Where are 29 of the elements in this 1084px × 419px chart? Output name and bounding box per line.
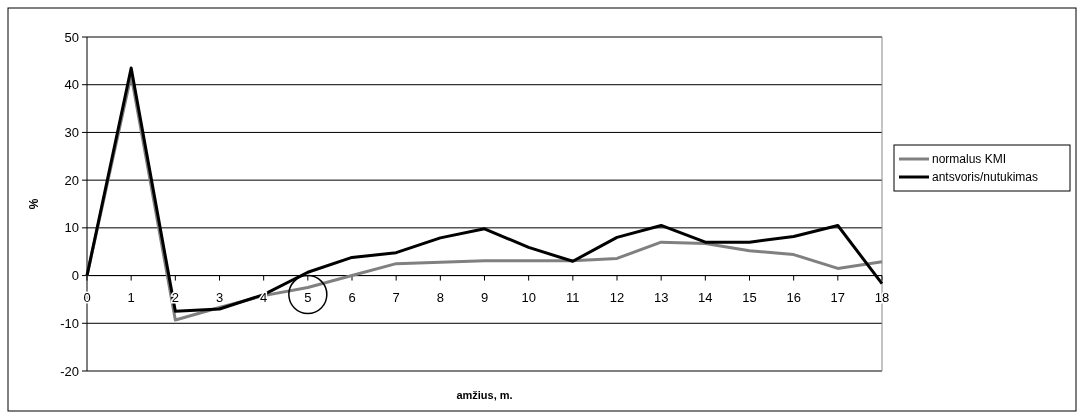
x-tick-label: 16 — [786, 289, 801, 305]
y-tick-label: 0 — [71, 268, 79, 284]
y-tick-label: 20 — [64, 172, 79, 188]
x-tick-label: 12 — [609, 289, 625, 305]
x-tick-label: 17 — [830, 289, 846, 305]
x-tick-label: 9 — [480, 289, 489, 305]
x-tick-label: 5 — [304, 289, 312, 305]
y-tick-label: 50 — [64, 29, 79, 45]
y-tick-label: 40 — [64, 77, 79, 93]
legend-label: antsvoris/nutukimas — [932, 170, 1039, 185]
y-tick-label: -10 — [60, 315, 79, 331]
y-tick-label: -20 — [60, 363, 79, 379]
x-tick-label: 6 — [348, 289, 356, 305]
x-tick-label: 18 — [874, 289, 890, 305]
x-tick-label: 10 — [521, 289, 536, 305]
x-tick-label: 15 — [742, 289, 757, 305]
x-tick-label: 13 — [653, 289, 669, 305]
x-tick-label: 7 — [392, 289, 400, 305]
x-tick-label: 11 — [566, 289, 580, 305]
x-tick-label: 0 — [83, 289, 91, 305]
y-axis-title: % — [27, 198, 41, 210]
legend-label: normalus KMI — [932, 152, 1007, 167]
x-tick-label: 8 — [436, 289, 444, 305]
y-tick-label: 30 — [64, 124, 79, 140]
x-axis-title: amžius, m. — [456, 389, 513, 401]
x-tick-label: 14 — [698, 289, 713, 305]
y-tick-label: 10 — [64, 220, 79, 236]
x-tick-label: 1 — [127, 289, 135, 305]
x-tick-label: 3 — [215, 289, 224, 305]
